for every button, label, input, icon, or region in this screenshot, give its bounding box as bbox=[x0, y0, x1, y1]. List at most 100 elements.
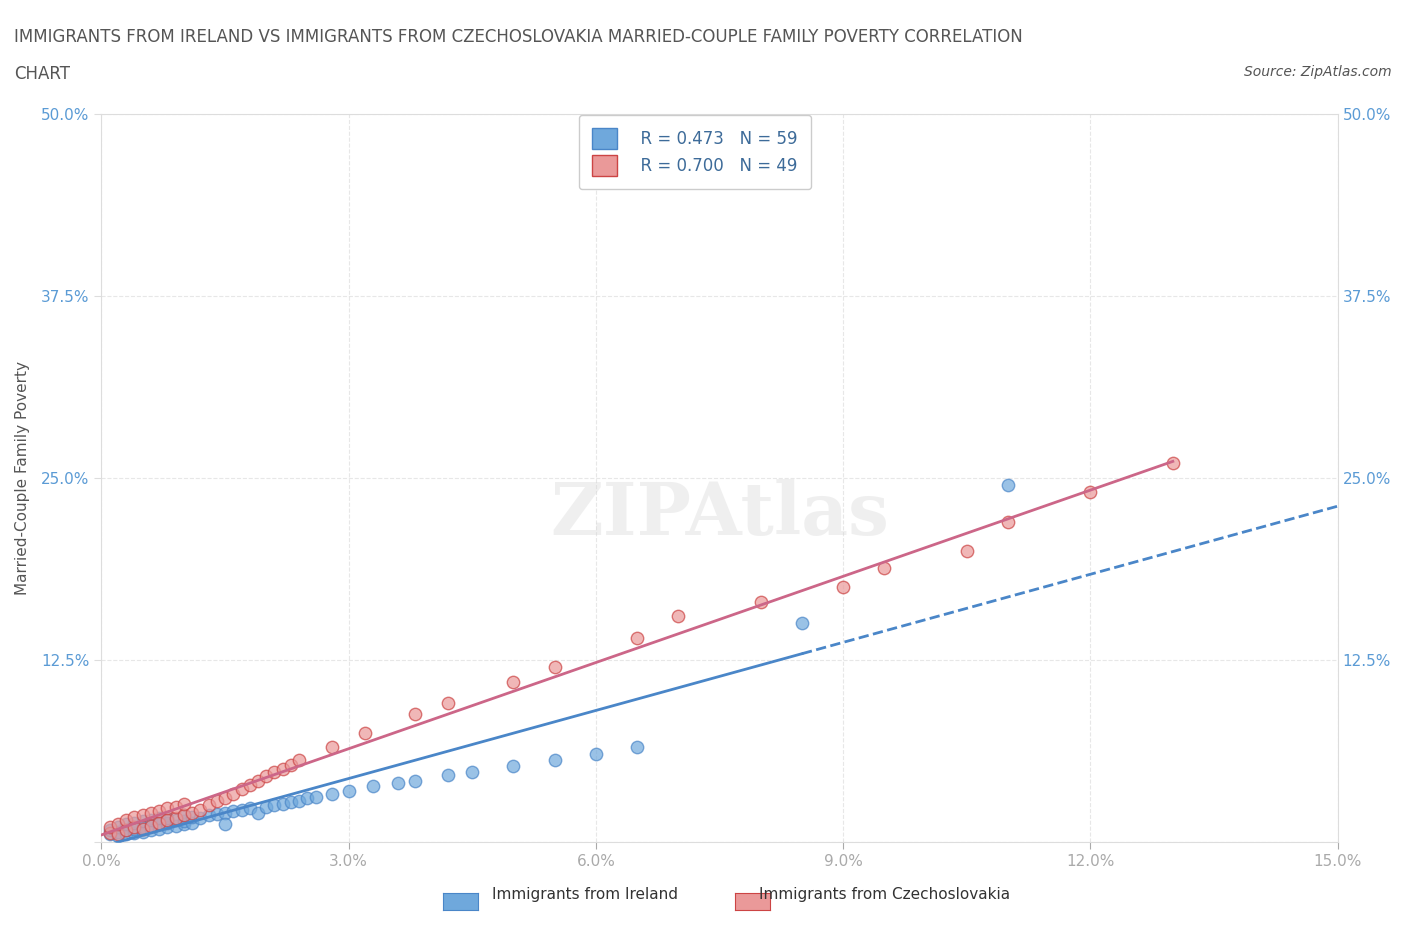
Point bbox=[247, 773, 270, 788]
Point bbox=[280, 757, 302, 772]
Point bbox=[107, 824, 129, 839]
Point bbox=[165, 811, 187, 826]
Point bbox=[585, 747, 607, 762]
Point bbox=[214, 790, 236, 805]
Point bbox=[124, 809, 146, 824]
Text: ZIPAtlas: ZIPAtlas bbox=[550, 479, 889, 550]
Point bbox=[337, 783, 360, 798]
Point bbox=[107, 827, 129, 842]
Point bbox=[231, 803, 253, 817]
Point bbox=[173, 814, 195, 829]
Point bbox=[254, 769, 277, 784]
Point bbox=[254, 799, 277, 814]
Point bbox=[239, 777, 262, 792]
Point bbox=[115, 817, 138, 831]
Point bbox=[131, 814, 153, 829]
Point bbox=[354, 725, 377, 740]
Point bbox=[156, 813, 179, 828]
Point bbox=[107, 817, 129, 831]
Point bbox=[214, 805, 236, 820]
Point bbox=[222, 804, 245, 818]
Point bbox=[165, 818, 187, 833]
Point bbox=[297, 790, 319, 805]
Point bbox=[139, 818, 162, 833]
Point bbox=[107, 829, 129, 844]
Point bbox=[156, 811, 179, 826]
Point bbox=[997, 514, 1019, 529]
Point bbox=[148, 816, 170, 830]
Point bbox=[148, 821, 170, 836]
Point bbox=[436, 696, 458, 711]
Point bbox=[1161, 456, 1184, 471]
Point bbox=[181, 816, 204, 830]
Point bbox=[98, 827, 121, 842]
Point bbox=[263, 764, 285, 779]
Point bbox=[131, 808, 153, 823]
Point bbox=[115, 823, 138, 838]
Point bbox=[502, 674, 524, 689]
Point bbox=[404, 773, 426, 788]
Point bbox=[544, 752, 567, 767]
Point bbox=[321, 739, 343, 754]
Point bbox=[1080, 485, 1102, 499]
Point bbox=[387, 776, 409, 790]
Point bbox=[139, 818, 162, 833]
Point bbox=[197, 798, 219, 813]
Point bbox=[173, 817, 195, 831]
Point bbox=[107, 819, 129, 834]
Point bbox=[148, 804, 170, 818]
Text: IMMIGRANTS FROM IRELAND VS IMMIGRANTS FROM CZECHOSLOVAKIA MARRIED-COUPLE FAMILY : IMMIGRANTS FROM IRELAND VS IMMIGRANTS FR… bbox=[14, 28, 1022, 46]
Point bbox=[139, 823, 162, 838]
Point bbox=[271, 796, 294, 811]
Point bbox=[124, 819, 146, 834]
Point bbox=[544, 659, 567, 674]
Point bbox=[749, 594, 772, 609]
Point bbox=[288, 752, 311, 767]
Point bbox=[124, 826, 146, 841]
Point bbox=[173, 796, 195, 811]
Point bbox=[124, 821, 146, 836]
Point bbox=[98, 823, 121, 838]
Text: Source: ZipAtlas.com: Source: ZipAtlas.com bbox=[1244, 65, 1392, 79]
Point bbox=[131, 824, 153, 839]
Point bbox=[222, 786, 245, 801]
Point bbox=[956, 543, 979, 558]
Point bbox=[363, 779, 385, 794]
Legend:   R = 0.473   N = 59,   R = 0.700   N = 49: R = 0.473 N = 59, R = 0.700 N = 49 bbox=[578, 115, 811, 189]
Point bbox=[247, 805, 270, 820]
Point bbox=[404, 706, 426, 721]
Point bbox=[173, 808, 195, 823]
Point bbox=[115, 827, 138, 842]
Point bbox=[205, 793, 228, 808]
Point bbox=[98, 826, 121, 841]
Point bbox=[173, 808, 195, 823]
Point bbox=[188, 811, 211, 826]
Point bbox=[115, 823, 138, 838]
Point bbox=[461, 764, 484, 779]
Point bbox=[436, 767, 458, 782]
Point bbox=[832, 579, 855, 594]
Point bbox=[156, 801, 179, 816]
Point bbox=[502, 759, 524, 774]
Point bbox=[666, 608, 689, 623]
Point bbox=[148, 817, 170, 831]
Point bbox=[271, 762, 294, 777]
Point bbox=[321, 786, 343, 801]
Text: Immigrants from Czechoslovakia: Immigrants from Czechoslovakia bbox=[759, 887, 1011, 902]
Point bbox=[197, 808, 219, 823]
Point bbox=[305, 790, 328, 804]
Text: Immigrants from Ireland: Immigrants from Ireland bbox=[492, 887, 678, 902]
Point bbox=[263, 798, 285, 813]
Point bbox=[873, 561, 896, 576]
Point bbox=[214, 817, 236, 831]
Point bbox=[288, 793, 311, 808]
Point bbox=[239, 801, 262, 816]
Point bbox=[205, 806, 228, 821]
Point bbox=[115, 813, 138, 828]
Point bbox=[165, 799, 187, 814]
Point bbox=[280, 795, 302, 810]
Point bbox=[626, 631, 648, 645]
Point bbox=[139, 813, 162, 828]
Text: CHART: CHART bbox=[14, 65, 70, 83]
Point bbox=[626, 739, 648, 754]
